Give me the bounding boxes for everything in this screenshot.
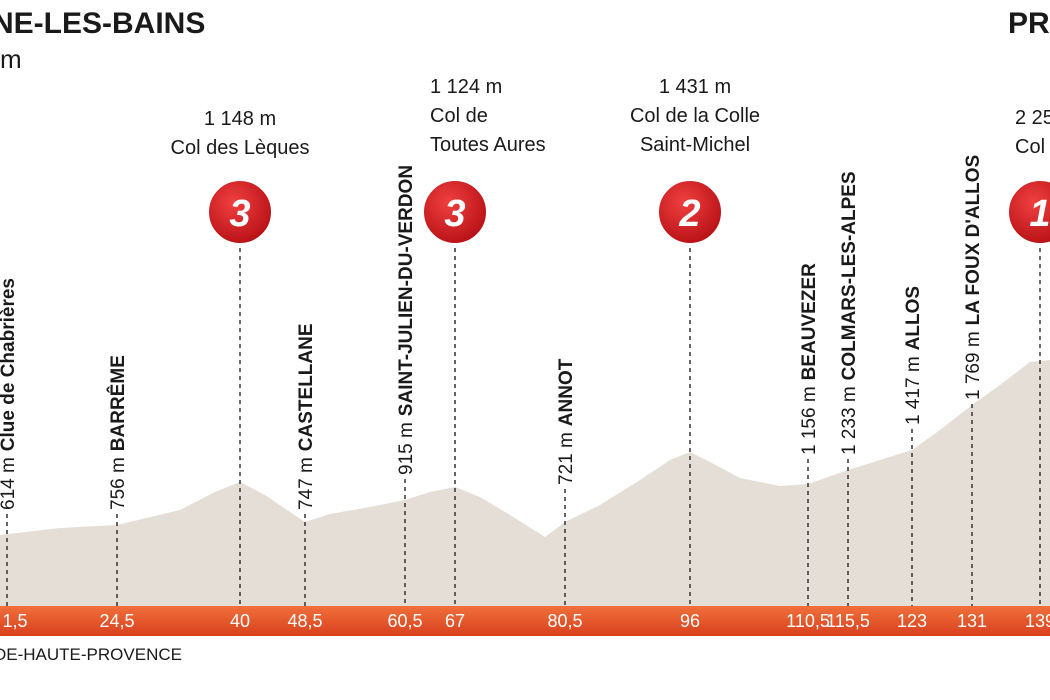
category-number: 3 [444, 193, 465, 235]
distance-label: 131 [957, 611, 987, 631]
distance-label: 1,5 [2, 611, 27, 631]
place-label: 1 233 m COLMARS-LES-ALPES [839, 171, 860, 455]
place-label: 721 m ANNOT [556, 358, 577, 485]
place-label: 1 769 m LA FOUX D'ALLOS [963, 155, 984, 400]
place-altitude: 1 156 m [799, 386, 820, 455]
category-badge [1007, 179, 1050, 245]
place-name: Clue de Chabrières [0, 278, 19, 451]
place-label: 915 m SAINT-JULIEN-DU-VERDON [396, 165, 417, 475]
distance-label: 123 [897, 611, 927, 631]
climb-name: Col de la Colle [630, 105, 760, 127]
distance-label: 67 [445, 611, 465, 631]
department: DE-HAUTE-PROVENCE [0, 645, 182, 664]
climb-name: Col [1015, 136, 1045, 158]
start-town: NE-LES-BAINS [0, 7, 205, 40]
category-number: 3 [229, 193, 250, 235]
distance-label: 60,5 [387, 611, 422, 631]
distance-label: 80,5 [547, 611, 582, 631]
distance-bar [0, 606, 1050, 636]
category-number: 1 [1029, 193, 1050, 235]
climb-altitude: 1 431 m [659, 76, 731, 98]
place-name: COLMARS-LES-ALPES [839, 171, 860, 380]
start-altitude: m [0, 44, 22, 74]
place-name: CASTELLANE [296, 323, 317, 451]
place-name: BARRÊME [107, 355, 129, 451]
climb-name: Toutes Aures [430, 134, 546, 156]
distance-label: 40 [230, 611, 250, 631]
place-name: SAINT-JULIEN-DU-VERDON [396, 165, 417, 416]
distance-label: 24,5 [99, 611, 134, 631]
place-altitude: 1 233 m [839, 386, 860, 455]
place-label: 1 417 m ALLOS [903, 286, 924, 425]
climb-altitude: 1 148 m [204, 108, 276, 130]
place-altitude: 1 417 m [903, 356, 924, 425]
distance-label: 110,5 [786, 611, 830, 631]
place-name: ANNOT [556, 358, 577, 426]
place-name: LA FOUX D'ALLOS [963, 155, 984, 326]
climb-altitude: 2 25 [1015, 107, 1050, 129]
place-altitude: 747 m [296, 457, 317, 510]
category-number: 2 [678, 193, 700, 235]
place-altitude: 721 m [556, 432, 577, 485]
category-badge [657, 179, 723, 245]
place-name: ALLOS [903, 286, 924, 350]
climb-name: Col des Lèques [171, 137, 310, 159]
place-name: BEAUVEZER [799, 263, 820, 380]
climb-altitude: 1 124 m [430, 76, 502, 98]
place-altitude: 756 m [108, 457, 129, 510]
place-label: 756 m BARRÊME [107, 355, 129, 510]
place-label: 747 m CASTELLANE [296, 323, 317, 510]
elevation-profile [0, 360, 1050, 606]
place-altitude: 614 m [0, 457, 19, 510]
distance-label: 96 [680, 611, 700, 631]
distance-label: 48,5 [287, 611, 322, 631]
category-badge [422, 179, 488, 245]
place-label: 1 156 m BEAUVEZER [799, 263, 820, 455]
category-badge [207, 179, 273, 245]
climb-name: Col de [430, 105, 488, 127]
place-altitude: 915 m [396, 422, 417, 475]
climb-name: Saint-Michel [640, 134, 750, 156]
place-altitude: 1 769 m [963, 331, 984, 400]
finish-town: PR [1008, 7, 1050, 40]
place-label: 614 m Clue de Chabrières [0, 278, 19, 510]
distance-label: 115,5 [826, 611, 870, 631]
distance-label: 139 [1025, 611, 1050, 631]
